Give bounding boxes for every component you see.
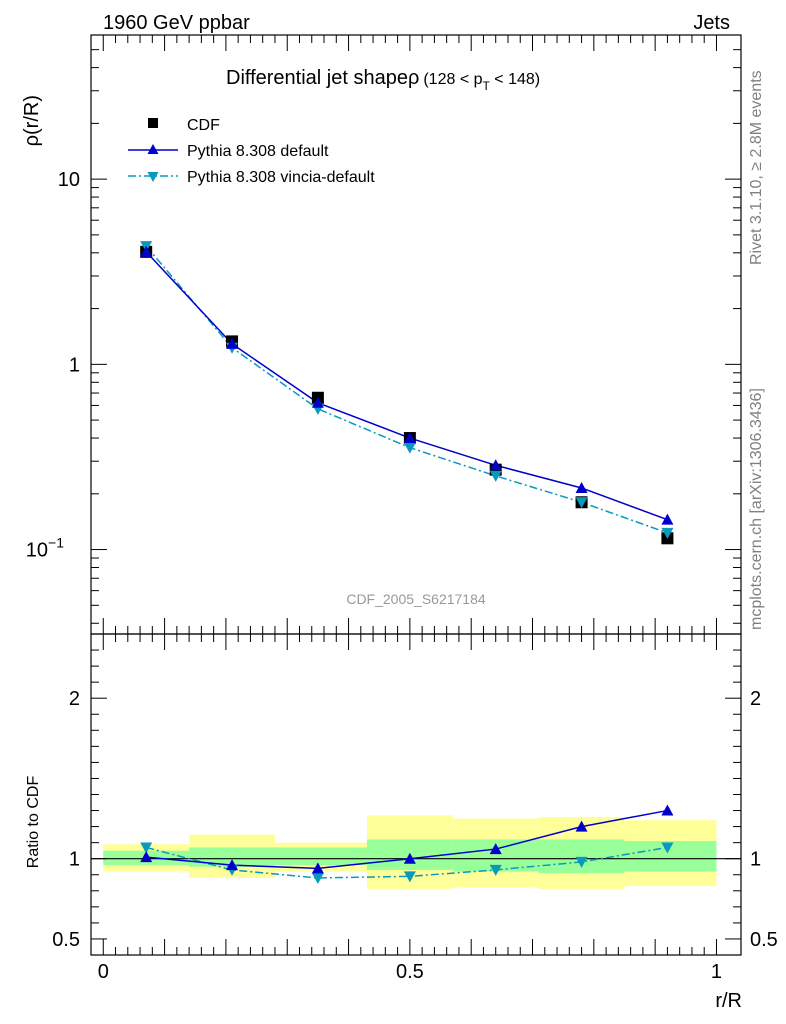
plot-title-sub: (128 < p	[423, 71, 482, 88]
ratio-band-inner-2	[274, 847, 367, 866]
ratio-pythia-vincia-point	[140, 842, 153, 854]
main-y-tick-label: 1	[69, 354, 80, 376]
legend-label-pythia-vincia: Pythia 8.308 vincia-default	[187, 169, 375, 186]
header-left: 1960 GeV ppbar	[103, 12, 250, 34]
pythia-default-point	[140, 245, 153, 257]
legend-label-cdf: CDF	[187, 117, 220, 134]
ratio-pythia-vincia-point	[489, 864, 502, 876]
ratio-y-tick-label: 2	[69, 688, 80, 710]
ratio-x-tick-label: 0.5	[396, 961, 424, 983]
ratio-y-tick-label-right: 0.5	[750, 929, 778, 951]
ratio-y-tick-label-right: 2	[750, 688, 761, 710]
ratio-pythia-default-point	[403, 852, 416, 864]
ratio-pythia-default-point	[489, 843, 502, 855]
ratio-band-inner-1	[189, 847, 275, 867]
ratio-pythia-default-point	[311, 862, 324, 874]
main-line-pythia-vincia	[145, 245, 668, 534]
xlabel: r/R	[715, 990, 742, 1012]
ratio-pythia-default-point	[661, 804, 674, 816]
legend-item-pythia-vincia: Pythia 8.308 vincia-default	[128, 169, 375, 186]
ratio-pythia-vincia-point	[403, 871, 416, 883]
pythia-default-point	[661, 513, 674, 525]
watermark: CDF_2005_S6217184	[346, 591, 486, 607]
legend-marker-triangle-up	[147, 144, 159, 154]
ratio-pythia-vincia-point	[311, 872, 324, 884]
ratio-pythia-vincia-point	[575, 856, 588, 868]
pythia-vincia-point	[489, 470, 502, 482]
chart-marks: 10 1 10−1 0 0.5 1 2 2 1 1 0.5 0.5	[26, 34, 778, 983]
legend-marker-triangle-down	[147, 172, 159, 182]
main-y-tick-label: 10−1	[26, 535, 64, 562]
ratio-x-tick-label: 0	[98, 961, 109, 983]
ratio-pythia-default-point	[575, 820, 588, 832]
side-label-mcplots: mcplots.cern.ch [arXiv:1306.3436]	[748, 388, 765, 630]
ratio-y-tick-label: 0.5	[52, 929, 80, 951]
plot-title-sub-end: < 148)	[490, 71, 540, 88]
main-y-tick-label: 10	[58, 169, 80, 191]
pythia-default-point	[489, 459, 502, 471]
pythia-vincia-point	[661, 527, 674, 539]
header-right: Jets	[693, 12, 730, 34]
legend-item-cdf: CDF	[148, 117, 220, 134]
ratio-ylabel: Ratio to CDF	[25, 776, 42, 869]
ratio-y-tick-label: 1	[69, 849, 80, 871]
plot-title: Differential jet shapeρ (128 < pT < 148)	[226, 67, 540, 93]
ratio-y-tick-label-right: 1	[750, 849, 761, 871]
pythia-default-point	[311, 396, 324, 408]
ratio-x-tick-label: 1	[711, 961, 722, 983]
main-line-pythia-default	[145, 251, 668, 521]
legend: CDF Pythia 8.308 default Pythia 8.308 vi…	[128, 117, 375, 186]
plot-title-sub-index: T	[483, 79, 491, 93]
pythia-default-point	[575, 481, 588, 493]
plot-title-main: Differential jet shapeρ	[226, 67, 419, 89]
ratio-pythia-vincia-point	[661, 842, 674, 854]
ratio-pythia-default-point	[140, 851, 153, 863]
pythia-default-point	[226, 337, 239, 349]
legend-marker-square	[148, 118, 158, 128]
side-label-rivet: Rivet 3.1.10, ≥ 2.8M events	[748, 70, 765, 265]
main-ylabel: ρ(r/R)	[21, 95, 43, 146]
legend-label-pythia-default: Pythia 8.308 default	[187, 143, 329, 160]
pythia-vincia-point	[403, 442, 416, 454]
pythia-default-point	[403, 432, 416, 444]
ratio-plot-frame	[90, 633, 742, 956]
legend-item-pythia-default: Pythia 8.308 default	[128, 143, 329, 160]
ratio-pythia-default-point	[226, 859, 239, 871]
pythia-vincia-point	[575, 497, 588, 509]
